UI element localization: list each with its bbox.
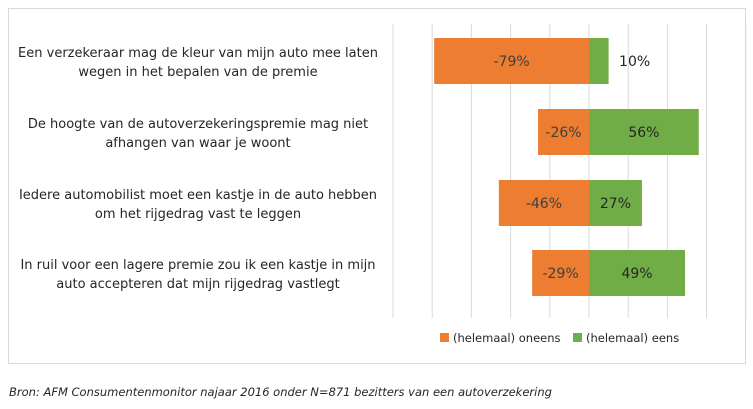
category-label: wegen in het bepalen van de premie	[78, 65, 317, 80]
category-label: In ruil voor een lagere premie zou ik ee…	[20, 258, 375, 273]
data-label: 10%	[619, 54, 650, 70]
bar-oneens	[498, 180, 589, 226]
source-note: Bron: AFM Consumentenmonitor najaar 2016…	[9, 385, 552, 399]
category-label: afhangen van waar je woont	[105, 136, 290, 151]
data-label: -46%	[526, 196, 562, 212]
bar-eens	[589, 109, 699, 155]
bar-oneens	[538, 109, 589, 155]
bars: -79% -26% -46% -29% 10% 56% 27% 49%	[434, 38, 699, 296]
bar-oneens	[532, 250, 589, 296]
legend: (helemaal) oneens (helemaal) eens	[440, 331, 679, 345]
legend-label-oneens: (helemaal) oneens	[453, 331, 561, 345]
bar-eens	[589, 38, 609, 84]
category-label: De hoogte van de autoverzekeringspremie …	[28, 117, 368, 132]
data-label: 56%	[628, 125, 659, 141]
category-label: om het rijgedrag vast te leggen	[95, 207, 301, 222]
data-label: -26%	[545, 125, 581, 141]
bar-eens	[589, 250, 686, 296]
category-label: auto accepteren dat mijn rijgedrag vastl…	[56, 277, 339, 292]
data-label: 27%	[600, 196, 631, 212]
category-label: Een verzekeraar mag de kleur van mijn au…	[18, 46, 378, 61]
legend-label-eens: (helemaal) eens	[586, 331, 679, 345]
data-label: -29%	[542, 266, 578, 282]
bar-oneens	[434, 38, 589, 84]
data-label: -79%	[493, 54, 529, 70]
data-label: 49%	[621, 266, 652, 282]
bar-eens	[589, 180, 642, 226]
legend-swatch-eens	[573, 333, 582, 342]
category-labels: Een verzekeraar mag de kleur van mijn au…	[18, 46, 378, 292]
legend-swatch-oneens	[440, 333, 449, 342]
category-label: Iedere automobilist moet een kastje in d…	[19, 188, 377, 203]
